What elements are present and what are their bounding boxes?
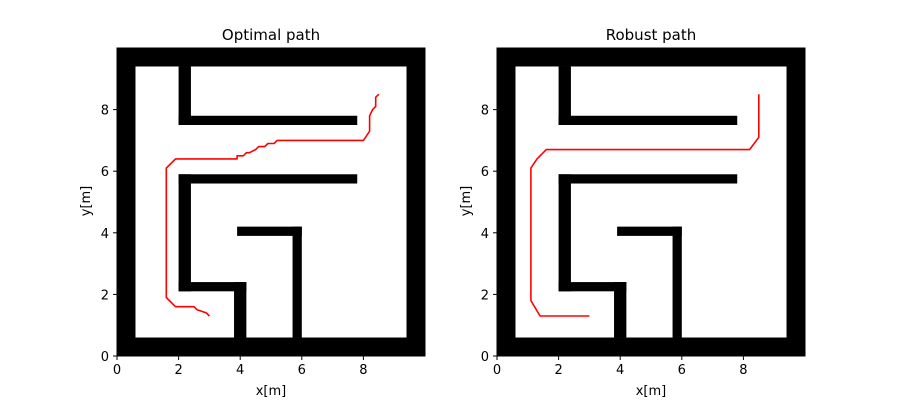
- maze-wall: [178, 174, 191, 292]
- axes-frame: [116, 47, 426, 357]
- maze-wall: [292, 226, 302, 338]
- maze-wall: [178, 174, 358, 184]
- maze-wall: [786, 48, 805, 356]
- maze-wall: [117, 48, 425, 67]
- x-tick-label: 4: [616, 363, 624, 378]
- maze-wall: [497, 337, 805, 356]
- maze-wall: [178, 282, 247, 292]
- y-tick-label: 2: [101, 288, 109, 303]
- y-tick-label: 8: [101, 104, 109, 119]
- robust-path-panel: Robust path x[m] y[m] 0 2 4 6 8 0 2 4 6 8: [459, 26, 806, 399]
- maze-wall: [672, 226, 682, 338]
- y-tick-label: 0: [101, 350, 109, 365]
- axes-frame: [496, 47, 806, 357]
- maze-wall: [558, 66, 571, 125]
- maze-wall: [558, 115, 738, 125]
- x-tick-label: 2: [174, 363, 182, 378]
- maze-wall: [117, 337, 425, 356]
- maze-wall: [558, 174, 738, 184]
- x-tick-label: 6: [678, 363, 686, 378]
- maze-wall: [558, 174, 571, 292]
- path-line: [530, 94, 760, 317]
- y-tick-label: 0: [481, 350, 489, 365]
- y-tick-label: 4: [481, 227, 489, 242]
- x-axis-label: x[m]: [256, 384, 287, 399]
- y-axis-label: y[m]: [79, 186, 94, 217]
- maze-wall: [178, 115, 358, 125]
- x-tick-label: 0: [493, 363, 501, 378]
- chart-title: Robust path: [606, 26, 697, 44]
- maze-wall: [497, 48, 805, 67]
- y-tick-label: 6: [101, 165, 109, 180]
- y-axis-label: y[m]: [459, 186, 474, 217]
- x-tick-label: 6: [298, 363, 306, 378]
- maze-wall: [406, 48, 425, 356]
- x-tick-label: 8: [359, 363, 367, 378]
- maze-wall: [234, 282, 247, 338]
- x-tick-label: 2: [554, 363, 562, 378]
- maze-wall: [117, 48, 136, 356]
- x-axis-label: x[m]: [636, 384, 667, 399]
- x-tick-label: 4: [236, 363, 244, 378]
- y-tick-label: 8: [481, 104, 489, 119]
- maze-wall: [614, 282, 627, 338]
- x-tick-label: 0: [113, 363, 121, 378]
- maze-wall: [497, 48, 516, 356]
- y-tick-label: 2: [481, 288, 489, 303]
- y-tick-label: 4: [101, 227, 109, 242]
- maze-wall: [237, 226, 302, 236]
- x-tick-label: 8: [739, 363, 747, 378]
- y-tick-label: 6: [481, 165, 489, 180]
- maze-wall: [558, 282, 627, 292]
- path-line: [165, 93, 380, 317]
- chart-title: Optimal path: [222, 26, 320, 44]
- maze-wall: [178, 66, 191, 125]
- maze-wall: [617, 226, 682, 236]
- optimal-path-panel: Optimal path x[m] y[m] 0 2 4 6 8 0 2 4 6 8: [79, 26, 426, 399]
